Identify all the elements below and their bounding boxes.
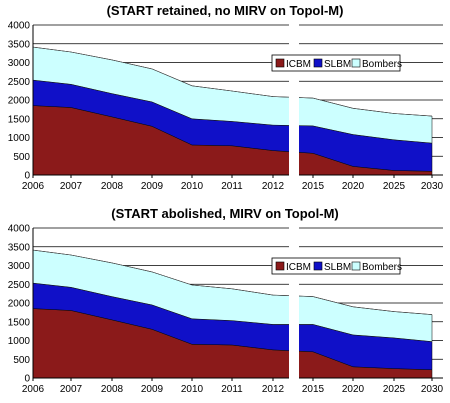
x-tick-label: 2025: [383, 181, 406, 192]
legend-label-slbm: SLBM: [324, 262, 351, 273]
x-tick-label: 2009: [141, 384, 164, 395]
y-tick-label: 1500: [8, 317, 31, 328]
y-tick-label: 500: [13, 355, 30, 366]
legend-label-icbm: ICBM: [286, 59, 311, 70]
y-tick-label: 2000: [8, 96, 31, 107]
legend-label-bombers: Bombers: [362, 262, 402, 273]
area-chart-start-abolished: 0 500 1000 1500 2000 2500 3000 3500 4000 2006 2007…: [8, 224, 444, 396]
legend-swatch-bombers: [351, 261, 361, 271]
y-tick-label: 2000: [8, 299, 31, 310]
y-tick-label: 4000: [8, 224, 31, 235]
x-tick-label: 2015: [302, 384, 325, 395]
y-tick-label: 3000: [8, 261, 31, 272]
chart-title: (START retained, no MIRV on Topol-M): [106, 3, 344, 18]
series-edge-bombers: [32, 249, 433, 315]
legend-swatch-icbm: [275, 58, 285, 68]
x-tick-label: 2030: [421, 181, 444, 192]
y-tick-label: 3500: [8, 39, 31, 50]
chart-title: (START abolished, MIRV on Topol-M): [111, 206, 339, 221]
x-tick-label: 2010: [181, 384, 204, 395]
legend-box: [271, 54, 401, 72]
x-tick-label: 2009: [141, 181, 164, 192]
legend-label-bombers: Bombers: [362, 59, 402, 70]
x-tick-label: 2015: [302, 181, 325, 192]
x-tick-label: 2020: [342, 384, 365, 395]
y-tick-label: 1000: [8, 336, 31, 347]
y-tick-label: 0: [24, 374, 30, 385]
x-tick-label: 2025: [383, 384, 406, 395]
y-tick-label: 4000: [8, 21, 31, 32]
x-tick-label: 2010: [181, 181, 204, 192]
area-chart-start-retained: 0 500 1000 1500 2000 2500 3000 3500 4000 2006 2007…: [8, 21, 444, 193]
x-tick-label: 2006: [22, 384, 45, 395]
x-tick-label: 2011: [221, 384, 243, 395]
x-tick-label: 2020: [342, 181, 365, 192]
y-tick-label: 3000: [8, 58, 31, 69]
x-tick-label: 2008: [101, 181, 124, 192]
legend-swatch-bombers: [351, 58, 361, 68]
y-tick-label: 500: [13, 152, 30, 163]
x-tick-label: 2007: [60, 181, 83, 192]
legend-label-icbm: ICBM: [286, 262, 311, 273]
legend-label-slbm: SLBM: [324, 59, 351, 70]
x-tick-label: 2011: [221, 181, 243, 192]
x-tick-label: 2006: [22, 181, 45, 192]
y-tick-label: 2500: [8, 77, 31, 88]
legend: ICBM SLBM Bombers: [271, 257, 402, 275]
legend-box: [271, 257, 401, 275]
y-tick-label: 1000: [8, 133, 31, 144]
axis-break: [289, 226, 299, 384]
x-tick-label: 2012: [262, 384, 285, 395]
x-tick-label: 2030: [421, 384, 444, 395]
series-edge-bombers: [32, 46, 433, 117]
x-tick-label: 2007: [60, 384, 83, 395]
axis-break: [289, 23, 299, 181]
legend-swatch-slbm: [313, 261, 323, 271]
y-tick-label: 0: [24, 171, 30, 182]
x-tick-label: 2008: [101, 384, 124, 395]
y-tick-label: 2500: [8, 280, 31, 291]
legend: ICBM SLBM Bombers: [271, 54, 402, 72]
x-tick-label: 2012: [262, 181, 285, 192]
y-tick-label: 1500: [8, 114, 31, 125]
y-tick-label: 3500: [8, 242, 31, 253]
legend-swatch-slbm: [313, 58, 323, 68]
legend-swatch-icbm: [275, 261, 285, 271]
